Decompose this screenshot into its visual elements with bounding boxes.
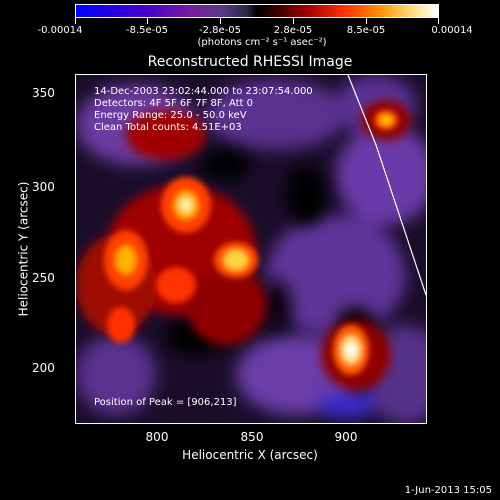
colorbar-tick-label: -0.00014 — [37, 25, 83, 36]
x-tick-label: 850 — [240, 430, 264, 444]
rhessi-image — [76, 75, 426, 423]
colorbar-units: (photons cm⁻² s⁻¹ asec⁻²) — [197, 37, 327, 48]
peak-position-label: Position of Peak = [906,213] — [94, 397, 237, 408]
colorbar-tick — [75, 18, 76, 24]
colorbar-tick-label: -2.8e-05 — [199, 25, 241, 36]
y-tick-label: 350 — [32, 86, 55, 100]
solar-limb — [347, 75, 426, 296]
detectors-label: Detectors: 4F 5F 6F 7F 8F, Att 0 — [94, 98, 254, 109]
colorbar-tick-label: 2.8e-05 — [273, 25, 313, 36]
colorbar-tick — [147, 18, 148, 24]
y-axis-label: Heliocentric Y (arcsec) — [16, 181, 31, 317]
colorbar-tick — [366, 18, 367, 24]
colorbar-tick — [438, 18, 439, 24]
x-tick-label: 800 — [145, 430, 169, 444]
time-range-label: 14-Dec-2003 23:02:44.000 to 23:07:54.000 — [94, 86, 313, 97]
colorbar-tick-label: -8.5e-05 — [126, 25, 168, 36]
x-axis-label: Heliocentric X (arcsec) — [182, 448, 318, 462]
y-tick-label: 300 — [32, 180, 55, 194]
footer-date: 1-Jun-2013 15:05 — [404, 485, 492, 496]
y-tick-label: 200 — [32, 361, 55, 375]
bright-flux-regions — [104, 110, 398, 375]
colorbar-tick-label: 8.5e-05 — [346, 25, 386, 36]
plot-title: Reconstructed RHESSI Image — [147, 54, 353, 70]
colorbar — [75, 4, 439, 18]
total-counts-label: Clean Total counts: 4.51E+03 — [94, 122, 242, 133]
energy-range-label: Energy Range: 25.0 - 50.0 keV — [94, 110, 247, 121]
colorbar-tick — [220, 18, 221, 24]
y-tick-label: 250 — [32, 271, 55, 285]
colorbar-tick — [293, 18, 294, 24]
colorbar-tick-label: 0.00014 — [431, 25, 473, 36]
x-tick-label: 900 — [334, 430, 358, 444]
image-plot — [75, 74, 427, 424]
